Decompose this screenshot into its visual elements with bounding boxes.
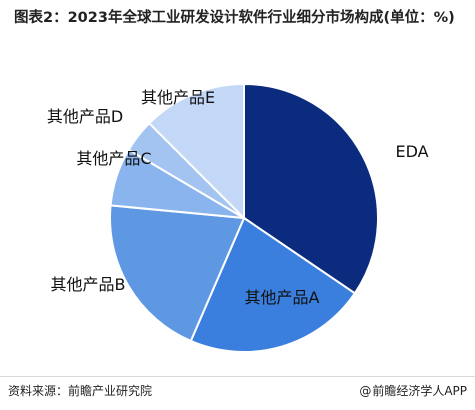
slice-label-eda: EDA — [395, 142, 428, 161]
source-note: 资料来源：前瞻产业研究院 — [8, 384, 153, 398]
brand-credit: @前瞻经济学人APP — [359, 382, 467, 399]
chart-title: 图表2：2023年全球工业研发设计软件行业细分市场构成(单位：%) — [14, 10, 455, 26]
footer-divider — [0, 376, 475, 377]
pie-slice-b — [109, 204, 246, 343]
brand-name: 前瞻经济学人APP — [372, 384, 467, 398]
pie-slice-eda — [243, 82, 379, 295]
slice-label-c: 其他产品C — [76, 149, 151, 168]
pie-chart: EDA 其他产品A 其他产品B 其他产品C 其他产品D 其他产品E — [0, 50, 475, 375]
pie-slice-a — [189, 216, 357, 353]
slice-label-b: 其他产品B — [51, 275, 126, 294]
slice-label-e: 其他产品E — [141, 88, 215, 107]
slice-label-d: 其他产品D — [47, 107, 123, 126]
at-icon: @ — [359, 384, 372, 398]
pie-slice-e — [147, 82, 245, 221]
pie-chart-svg: EDA 其他产品A 其他产品B 其他产品C 其他产品D 其他产品E — [47, 82, 429, 353]
slice-label-a: 其他产品A — [245, 288, 320, 307]
